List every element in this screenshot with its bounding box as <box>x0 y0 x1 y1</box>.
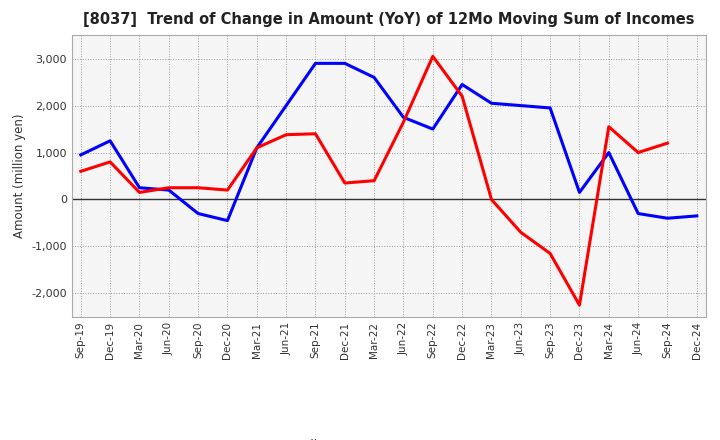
Net Income <box>487 197 496 202</box>
Ordinary Income <box>693 213 701 219</box>
Net Income <box>605 124 613 129</box>
Legend: Ordinary Income, Net Income: Ordinary Income, Net Income <box>245 434 533 440</box>
Ordinary Income <box>663 216 672 221</box>
Net Income <box>282 132 290 137</box>
Net Income <box>575 302 584 308</box>
Ordinary Income <box>282 103 290 108</box>
Ordinary Income <box>76 152 85 158</box>
Ordinary Income <box>223 218 232 223</box>
Ordinary Income <box>428 126 437 132</box>
Net Income <box>135 190 144 195</box>
Ordinary Income <box>458 82 467 87</box>
Net Income <box>370 178 379 183</box>
Net Income <box>428 54 437 59</box>
Net Income <box>634 150 642 155</box>
Net Income <box>253 145 261 150</box>
Ordinary Income <box>634 211 642 216</box>
Y-axis label: Amount (million yen): Amount (million yen) <box>13 114 26 238</box>
Ordinary Income <box>341 61 349 66</box>
Net Income <box>399 119 408 125</box>
Ordinary Income <box>605 150 613 155</box>
Ordinary Income <box>487 101 496 106</box>
Net Income <box>546 251 554 256</box>
Ordinary Income <box>253 145 261 150</box>
Net Income <box>223 187 232 193</box>
Net Income <box>341 180 349 186</box>
Ordinary Income <box>311 61 320 66</box>
Ordinary Income <box>516 103 525 108</box>
Net Income <box>516 230 525 235</box>
Ordinary Income <box>546 105 554 110</box>
Ordinary Income <box>575 190 584 195</box>
Net Income <box>106 159 114 165</box>
Net Income <box>194 185 202 191</box>
Ordinary Income <box>194 211 202 216</box>
Net Income <box>663 140 672 146</box>
Line: Net Income: Net Income <box>81 56 667 305</box>
Ordinary Income <box>135 185 144 191</box>
Net Income <box>164 185 173 191</box>
Title: [8037]  Trend of Change in Amount (YoY) of 12Mo Moving Sum of Incomes: [8037] Trend of Change in Amount (YoY) o… <box>83 12 695 27</box>
Net Income <box>311 131 320 136</box>
Ordinary Income <box>106 138 114 143</box>
Net Income <box>76 169 85 174</box>
Ordinary Income <box>399 115 408 120</box>
Net Income <box>458 94 467 99</box>
Line: Ordinary Income: Ordinary Income <box>81 63 697 220</box>
Ordinary Income <box>370 75 379 80</box>
Ordinary Income <box>164 187 173 193</box>
